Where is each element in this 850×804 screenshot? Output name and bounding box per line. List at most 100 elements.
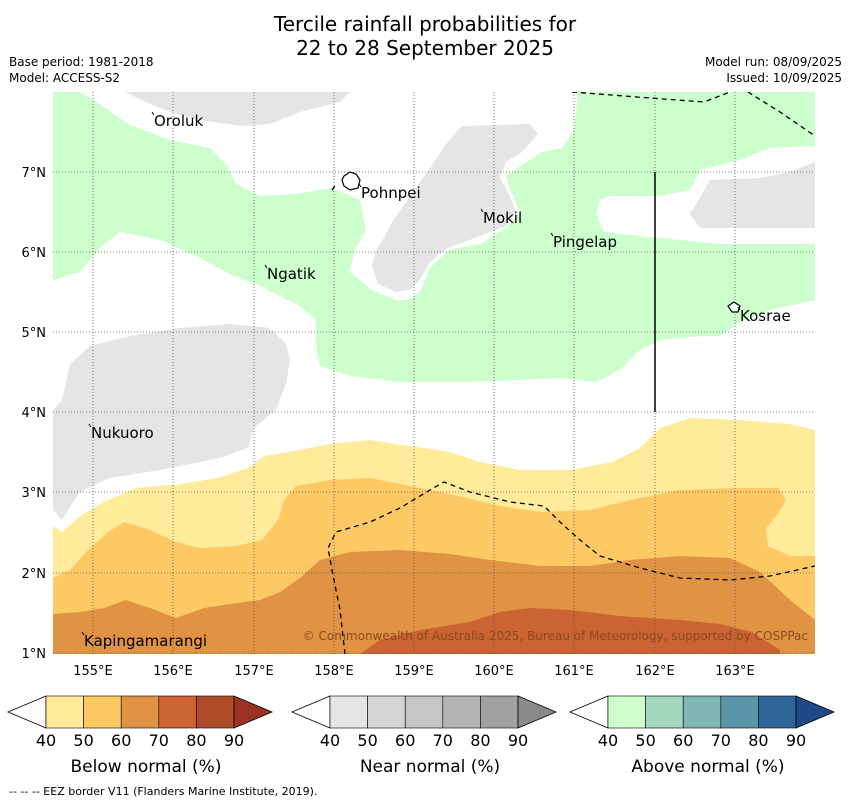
colorbar-segment bbox=[196, 695, 235, 729]
colorbar-tick: 60 bbox=[673, 731, 693, 750]
probability-fields bbox=[53, 92, 815, 654]
colorbar-segment bbox=[480, 695, 519, 729]
place-label-pingelap: Pingelap bbox=[553, 233, 617, 251]
colorbar-tick: 80 bbox=[186, 731, 206, 750]
place-label-ngatik: Ngatik bbox=[267, 265, 316, 283]
longitude-tick: 159°E bbox=[394, 664, 434, 679]
place-label-kosrae: Kosrae bbox=[740, 307, 791, 325]
title-line-1: Tercile rainfall probabilities for bbox=[273, 12, 577, 36]
place-label-nukuoro: Nukuoro bbox=[91, 424, 154, 442]
model-run: Model run: 08/09/2025 bbox=[704, 55, 842, 69]
colorbar-tick: 50 bbox=[73, 731, 93, 750]
colorbar-title: Near normal (%) bbox=[360, 757, 500, 777]
longitude-tick: 155°E bbox=[73, 664, 113, 679]
place-label-pohnpei: Pohnpei bbox=[361, 184, 421, 202]
above-normal-area-west bbox=[53, 92, 815, 382]
colorbar-low-arrow bbox=[6, 695, 47, 729]
longitude-tick-labels: 155°E 156°E 157°E 158°E 159°E 160°E 161°E 162°E… bbox=[73, 664, 755, 679]
colorbar-segment bbox=[158, 695, 197, 729]
base-period: Base period: 1981-2018 bbox=[9, 55, 154, 69]
below-normal-70 bbox=[360, 608, 780, 654]
near-normal-area-north bbox=[125, 92, 350, 126]
colorbar-high-arrow bbox=[517, 695, 558, 729]
colorbar-tick: 70 bbox=[433, 731, 453, 750]
colorbar-tick: 60 bbox=[111, 731, 131, 750]
colorbar-tick: 40 bbox=[598, 731, 618, 750]
near-normal-area-east bbox=[690, 162, 815, 228]
colorbar-segment bbox=[645, 695, 684, 729]
colorbar-segment bbox=[367, 695, 406, 729]
title-line-2: 22 to 28 September 2025 bbox=[296, 36, 554, 60]
latitude-tick: 4°N bbox=[22, 406, 47, 421]
place-marker-icon bbox=[81, 631, 85, 636]
colorbar-2: 40 50 60 70 80 90 Near normal (%) bbox=[290, 695, 558, 777]
colorbar-title: Above normal (%) bbox=[631, 757, 784, 777]
meta-right: Model run: 08/09/2025 Issued: 10/09/2025 bbox=[705, 54, 842, 86]
colorbar-segment bbox=[607, 695, 646, 729]
colorbar-low-arrow bbox=[568, 695, 609, 729]
colorbar-segment bbox=[120, 695, 160, 729]
place-marker-icon bbox=[550, 232, 554, 237]
colorbar-high-arrow bbox=[795, 695, 836, 729]
place-label-mokil: Mokil bbox=[483, 209, 522, 227]
latitude-tick: 3°N bbox=[22, 486, 47, 501]
pohnpei-island-icon bbox=[341, 171, 361, 191]
meta-left: Base period: 1981-2018 Model: ACCESS-S2 bbox=[9, 54, 154, 86]
colorbar-tick: 40 bbox=[36, 731, 56, 750]
colorbar-segment bbox=[758, 695, 797, 729]
latitude-tick-labels: 7°N 6°N 5°N 4°N 3°N 2°N 1°N bbox=[22, 166, 47, 662]
colorbar-tick: 50 bbox=[357, 731, 377, 750]
place-marker-icon bbox=[151, 111, 155, 116]
place-label-oroluk: Oroluk bbox=[154, 112, 203, 130]
map-title: Tercile rainfall probabilities for 22 to… bbox=[0, 12, 850, 60]
near-normal-area-west bbox=[53, 324, 290, 520]
place-marker-icon bbox=[264, 264, 268, 269]
longitude-tick: 158°E bbox=[314, 664, 354, 679]
place-labels: Oroluk Pohnpei Mokil Pingelap Ngatik Kosrae Nu… bbox=[81, 111, 791, 650]
latitude-tick: 2°N bbox=[22, 567, 47, 582]
colorbar-segment bbox=[83, 695, 122, 729]
longitude-tick: 160°E bbox=[474, 664, 514, 679]
colorbar-tick: 70 bbox=[149, 731, 169, 750]
latitude-tick: 7°N bbox=[22, 166, 47, 181]
colorbar-tick: 70 bbox=[711, 731, 731, 750]
longitude-tick: 162°E bbox=[635, 664, 675, 679]
colorbar-segment bbox=[404, 695, 444, 729]
longitude-tick: 161°E bbox=[554, 664, 594, 679]
colorbar-tick: 90 bbox=[224, 731, 244, 750]
longitude-tick: 157°E bbox=[234, 664, 274, 679]
place-marker-icon bbox=[480, 208, 484, 213]
colorbar-segment bbox=[329, 695, 368, 729]
colorbar-tick: 90 bbox=[508, 731, 528, 750]
colorbar-tick: 80 bbox=[748, 731, 768, 750]
colorbar-low-arrow bbox=[290, 695, 331, 729]
eez-border-south bbox=[327, 481, 815, 654]
near-normal-area-central bbox=[372, 124, 538, 292]
latitude-tick: 5°N bbox=[22, 326, 47, 341]
latitude-tick: 6°N bbox=[22, 246, 47, 261]
copyright-notice: © Commonwealth of Australia 2025, Bureau… bbox=[303, 629, 808, 643]
eez-footnote: -- -- -- EEZ border V11 (Flanders Marine… bbox=[9, 785, 318, 798]
eez-border-north bbox=[571, 92, 815, 137]
colorbar-tick: 50 bbox=[635, 731, 655, 750]
colorbar-segment bbox=[45, 695, 84, 729]
latitude-tick: 1°N bbox=[22, 647, 47, 662]
colorbar-tick: 40 bbox=[320, 731, 340, 750]
model-name: Model: ACCESS-S2 bbox=[9, 71, 121, 85]
eez-border-pohnpei bbox=[331, 183, 337, 191]
colorbar-segment bbox=[442, 695, 481, 729]
colorbar-title: Below normal (%) bbox=[71, 757, 222, 777]
colorbar-tick: 90 bbox=[786, 731, 806, 750]
place-label-kapingamarangi: Kapingamarangi bbox=[84, 632, 207, 650]
place-marker-icon bbox=[737, 306, 741, 311]
eez-borders bbox=[327, 92, 815, 654]
place-marker-icon bbox=[88, 423, 92, 428]
longitude-tick: 163°E bbox=[715, 664, 755, 679]
longitude-tick: 156°E bbox=[153, 664, 193, 679]
colorbar-tick: 80 bbox=[470, 731, 490, 750]
colorbar-high-arrow bbox=[233, 695, 274, 729]
